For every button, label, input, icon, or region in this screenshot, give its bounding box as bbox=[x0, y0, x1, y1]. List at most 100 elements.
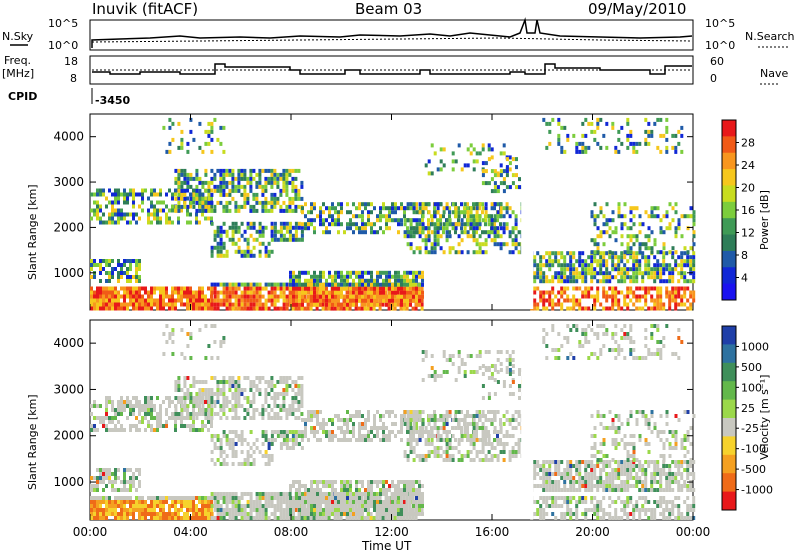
range-gate-cell bbox=[508, 155, 512, 160]
range-gate-cell bbox=[276, 286, 280, 291]
range-gate-cell bbox=[117, 196, 120, 201]
range-gate-cell bbox=[207, 184, 211, 189]
range-gate-cell bbox=[385, 500, 388, 504]
range-gate-cell bbox=[270, 168, 274, 173]
range-gate-cell bbox=[505, 202, 509, 207]
range-gate-cell bbox=[288, 438, 292, 442]
range-gate-cell bbox=[382, 206, 385, 211]
range-gate-cell bbox=[409, 226, 413, 231]
range-gate-cell bbox=[249, 168, 253, 173]
range-gate-cell bbox=[415, 492, 418, 496]
range-gate-cell bbox=[165, 500, 168, 504]
range-gate-cell bbox=[301, 512, 304, 516]
range-gate-cell bbox=[641, 306, 645, 311]
range-gate-cell bbox=[243, 306, 247, 311]
range-gate-cell bbox=[662, 302, 666, 307]
range-gate-cell bbox=[357, 516, 361, 520]
range-gate-cell bbox=[399, 516, 403, 520]
range-gate-cell bbox=[367, 218, 370, 223]
range-gate-cell bbox=[111, 212, 114, 217]
range-gate-cell bbox=[322, 496, 325, 500]
range-gate-cell bbox=[225, 416, 229, 420]
range-gate-cell bbox=[294, 204, 298, 209]
range-gate-cell bbox=[183, 400, 187, 404]
range-gate-cell bbox=[126, 279, 129, 283]
range-gate-cell bbox=[617, 206, 621, 211]
range-gate-cell bbox=[132, 200, 135, 205]
range-gate-cell bbox=[343, 282, 346, 287]
range-gate-cell bbox=[382, 230, 385, 235]
range-gate-cell bbox=[231, 176, 235, 181]
range-gate-cell bbox=[279, 516, 283, 520]
range-gate-cell bbox=[316, 418, 319, 422]
range-gate-cell bbox=[436, 206, 440, 211]
range-gate-cell bbox=[337, 270, 340, 275]
range-gate-cell bbox=[105, 484, 108, 488]
range-gate-cell bbox=[114, 504, 117, 508]
range-gate-cell bbox=[177, 188, 181, 193]
range-gate-cell bbox=[144, 188, 147, 193]
range-gate-cell bbox=[463, 202, 467, 207]
range-gate-cell bbox=[409, 496, 412, 500]
range-gate-cell bbox=[153, 416, 156, 420]
range-gate-cell bbox=[216, 282, 220, 287]
range-gate-cell bbox=[396, 290, 400, 295]
range-gate-cell bbox=[298, 286, 301, 291]
range-gate-cell bbox=[132, 424, 135, 428]
range-gate-cell bbox=[156, 516, 159, 520]
range-gate-cell bbox=[111, 306, 114, 311]
range-gate-cell bbox=[343, 488, 346, 492]
range-gate-cell bbox=[412, 492, 415, 496]
range-gate-cell bbox=[273, 508, 277, 512]
range-gate-cell bbox=[322, 222, 325, 227]
range-gate-cell bbox=[108, 290, 111, 295]
range-gate-cell bbox=[355, 488, 358, 492]
range-gate-cell bbox=[162, 302, 165, 307]
range-gate-cell bbox=[123, 468, 126, 472]
range-gate-cell bbox=[623, 250, 627, 255]
range-gate-cell bbox=[147, 412, 150, 416]
range-gate-cell bbox=[493, 218, 497, 223]
range-gate-cell bbox=[403, 210, 406, 215]
range-gate-cell bbox=[297, 376, 301, 380]
range-gate-cell bbox=[322, 298, 325, 303]
range-gate-cell bbox=[282, 492, 286, 496]
range-gate-cell bbox=[114, 192, 117, 197]
range-gate-cell bbox=[328, 438, 331, 442]
range-gate-cell bbox=[472, 202, 475, 207]
range-gate-cell bbox=[216, 229, 220, 234]
range-gate-cell bbox=[339, 306, 343, 311]
range-gate-cell bbox=[258, 229, 262, 234]
range-gate-cell bbox=[246, 412, 250, 416]
range-gate-cell bbox=[677, 226, 681, 231]
range-gate-cell bbox=[114, 480, 117, 484]
range-gate-cell bbox=[255, 200, 259, 205]
range-gate-cell bbox=[210, 424, 213, 428]
range-gate-cell bbox=[677, 271, 681, 276]
range-gate-cell bbox=[120, 428, 123, 432]
range-gate-cell bbox=[343, 286, 346, 291]
range-gate-cell bbox=[319, 512, 322, 516]
range-gate-cell bbox=[617, 129, 621, 134]
range-gate-cell bbox=[375, 496, 379, 500]
range-gate-cell bbox=[96, 216, 99, 221]
range-gate-cell bbox=[174, 416, 178, 420]
range-gate-cell bbox=[307, 210, 310, 215]
range-gate-cell bbox=[442, 250, 446, 255]
range-gate-cell bbox=[255, 180, 259, 185]
range-gate-cell bbox=[120, 263, 123, 267]
range-gate-cell bbox=[310, 290, 313, 295]
range-gate-cell bbox=[451, 159, 455, 164]
range-gate-cell bbox=[466, 250, 470, 255]
range-gate-cell bbox=[165, 396, 168, 400]
range-gate-cell bbox=[599, 117, 603, 122]
range-gate-cell bbox=[135, 508, 138, 512]
range-gate-cell bbox=[605, 267, 609, 272]
range-gate-cell bbox=[358, 504, 361, 508]
range-gate-cell bbox=[578, 149, 582, 154]
range-gate-cell bbox=[608, 306, 612, 311]
range-gate-cell bbox=[240, 294, 244, 299]
range-gate-cell bbox=[282, 442, 286, 446]
range-gate-cell bbox=[93, 275, 96, 279]
range-gate-cell bbox=[294, 306, 298, 311]
